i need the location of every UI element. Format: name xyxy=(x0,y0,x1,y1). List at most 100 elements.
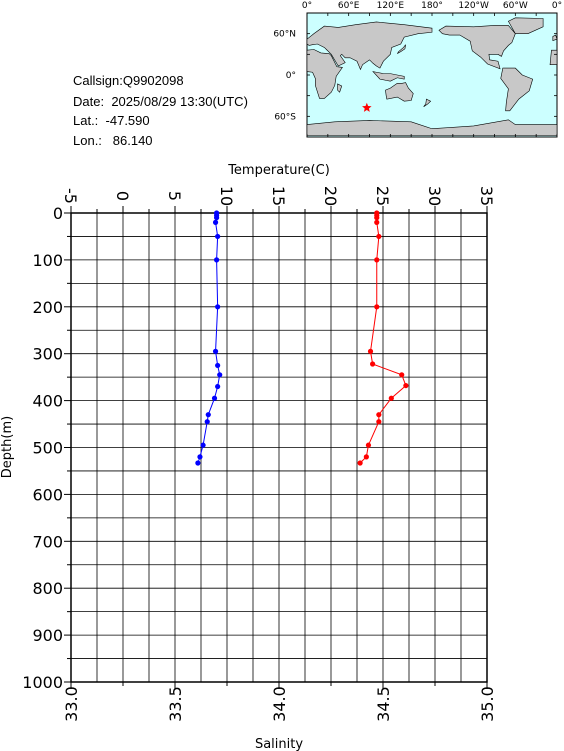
map-land xyxy=(306,17,558,136)
map-lon-label: 60°E xyxy=(338,1,360,11)
depth-tick-label: 600 xyxy=(32,485,63,504)
map-lat-labels: 60°N 0° 60°S xyxy=(273,30,296,123)
temperature-tick-label: 30 xyxy=(425,186,444,206)
depth-tick-label: 200 xyxy=(32,298,63,317)
map-frame-ticks xyxy=(306,13,558,137)
temperature-tick-label: 25 xyxy=(373,186,392,206)
temperature-axis-title: Temperature(C) xyxy=(227,163,330,178)
temperature-data-point xyxy=(215,233,221,240)
temperature-data-point xyxy=(211,395,218,401)
temperature-data-point xyxy=(204,419,210,425)
temperature-data-point xyxy=(214,215,220,221)
depth-tick-label: 700 xyxy=(32,532,63,551)
temperature-data-point xyxy=(215,304,221,310)
salinity-axis-title: Salinity xyxy=(255,737,303,751)
salinity-tick-label: 35.0 xyxy=(478,686,497,722)
depth-tick-label: 1000 xyxy=(22,673,63,692)
salinity-tick-label: 33.5 xyxy=(166,686,185,722)
temperature-data-point xyxy=(212,348,219,354)
salinity-data-point xyxy=(374,257,380,263)
salinity-data-point xyxy=(357,460,363,466)
map-land-madagascar xyxy=(337,83,343,93)
map-marker-layer xyxy=(362,102,372,112)
map-land-new-zealand xyxy=(423,98,432,107)
salinity-data-point xyxy=(376,412,382,418)
salinity-data-point xyxy=(365,442,372,448)
temperature-ticks: -5 0 5 10 15 20 25 30 35 xyxy=(61,186,496,213)
salinity-data-point xyxy=(376,419,382,425)
callsign-line: Callsign:Q9902098 xyxy=(73,73,184,88)
depth-tick-label: 900 xyxy=(32,626,63,645)
temperature-data-point xyxy=(215,362,221,369)
depth-tick-label: 400 xyxy=(32,392,63,411)
temperature-tick-label: 5 xyxy=(165,191,184,201)
salinity-data-point xyxy=(388,395,394,401)
temperature-data-point xyxy=(195,460,201,466)
grid xyxy=(71,213,487,682)
map-land-africa-west xyxy=(549,49,558,65)
map-land-indonesia xyxy=(372,71,405,82)
depth-tick-label: 0 xyxy=(53,204,63,223)
map-lon-label: 0° xyxy=(552,1,562,11)
lon-line: Lon.: 86.140 xyxy=(73,133,153,148)
depth-tick-label: 300 xyxy=(32,345,63,364)
salinity-tick-label: 33.0 xyxy=(62,686,81,722)
map-land-australia xyxy=(385,82,414,102)
map-lat-label: 0° xyxy=(286,71,296,81)
temperature-tick-label: 35 xyxy=(477,186,496,206)
map-land-eurasia xyxy=(306,21,433,71)
star-icon xyxy=(362,102,372,112)
salinity-data-point xyxy=(374,215,380,221)
map-land-north-america xyxy=(438,25,516,70)
salinity-tick-label: 34.5 xyxy=(374,686,393,722)
salinity-data-point xyxy=(399,372,405,378)
callsign-label: Callsign: xyxy=(73,73,123,88)
callsign-value: Q9902098 xyxy=(122,73,184,88)
salinity-data-point xyxy=(374,304,380,310)
salinity-ticks: 33.0 33.5 34.0 34.5 35.0 xyxy=(62,682,497,722)
date-line: Date: 2025/08/29 13:30(UTC) xyxy=(73,94,248,109)
map-lon-label: 180° xyxy=(421,1,443,11)
series-layer xyxy=(195,210,409,466)
map-lon-label: 60°W xyxy=(503,1,528,11)
salinity-data-point xyxy=(370,361,376,367)
salinity-tick-label: 34.0 xyxy=(270,686,289,722)
temperature-data-point xyxy=(217,372,223,378)
map-lon-label: 0° xyxy=(302,1,312,11)
salinity-data-point xyxy=(374,219,380,225)
map-land-africa xyxy=(306,49,343,99)
salinity-data-point xyxy=(363,454,369,460)
temperature-tick-label: 20 xyxy=(321,186,340,206)
temperature-tick-label: 10 xyxy=(217,186,236,206)
lon-label: Lon.: xyxy=(73,133,102,148)
date-label: Date: xyxy=(73,94,105,109)
map-lon-label: 120°E xyxy=(377,1,405,11)
map-land-south-america xyxy=(500,67,534,112)
temperature-tick-label: 15 xyxy=(269,186,288,206)
salinity-data-point xyxy=(367,348,374,354)
temperature-data-point xyxy=(215,383,221,390)
temperature-data-point xyxy=(212,219,219,225)
map-lat-label: 60°N xyxy=(273,30,296,40)
temperature-tick-label: -5 xyxy=(61,188,80,204)
lat-label: Lat.: xyxy=(73,113,99,128)
lat-value: -47.590 xyxy=(105,113,150,128)
date-value: 2025/08/29 13:30(UTC) xyxy=(111,94,248,109)
salinity-data-point xyxy=(403,382,409,389)
depth-tick-label: 800 xyxy=(32,579,63,598)
temperature-data-point xyxy=(200,442,206,448)
salinity-data-point xyxy=(376,233,382,240)
map-lat-label: 60°S xyxy=(274,112,296,122)
depth-ticks: 0 100 200 300 400 500 600 700 800 900 1000 xyxy=(22,204,71,692)
depth-axis-title: Depth(m) xyxy=(0,416,15,478)
map-land-greenland xyxy=(507,17,544,34)
temperature-data-point xyxy=(197,454,203,460)
depth-tick-label: 500 xyxy=(32,439,63,458)
lon-value: 86.140 xyxy=(112,133,153,148)
depth-tick-label: 100 xyxy=(32,251,63,270)
temperature-tick-label: 0 xyxy=(113,191,132,201)
world-map: 0° 60°E 120°E 180° 120°W 60°W 0° 60°N 0° 60°S xyxy=(273,1,562,138)
temperature-data-point xyxy=(214,257,220,263)
